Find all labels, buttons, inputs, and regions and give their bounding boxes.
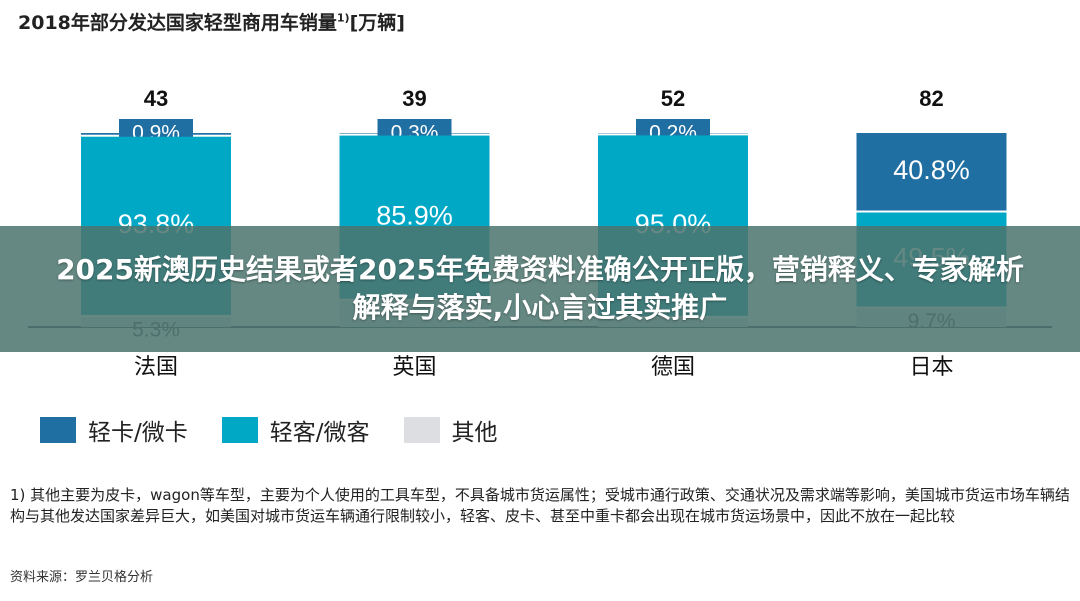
legend-label: 其他 <box>451 420 498 446</box>
legend-swatch <box>40 417 76 443</box>
category-label: 德国 <box>651 355 695 380</box>
bar-segment-1 <box>856 133 1007 211</box>
category-label: 法国 <box>134 355 178 380</box>
value-label: 85.9% <box>376 200 453 230</box>
legend-swatch <box>403 417 440 443</box>
chart-title: 2018年部分发达国家轻型商用车销量1)[万辆] <box>18 8 405 35</box>
title-unit: [万辆] <box>349 12 405 34</box>
legend-label: 轻客/微客 <box>269 420 370 446</box>
total-label: 43 <box>144 86 168 111</box>
total-label: 52 <box>661 86 685 111</box>
category-label: 英国 <box>392 355 436 380</box>
category-label: 日本 <box>909 355 953 380</box>
footnote: 1) 其他主要为皮卡，wagon等车型，主要为个人使用的工具车型，不具备城市货运… <box>10 486 1070 525</box>
total-label: 39 <box>402 86 426 111</box>
value-label: 40.8% <box>893 155 970 185</box>
legend-label: 轻卡/微卡 <box>88 420 188 446</box>
title-text: 2018年部分发达国家轻型商用车销量 <box>18 12 337 34</box>
total-label: 82 <box>919 86 943 111</box>
banner-text: 2025新澳历史结果或者2025年免费资料准确公开正版，营销释义、专家解析解释与… <box>56 253 1024 324</box>
overlay-banner[interactable]: 2025新澳历史结果或者2025年免费资料准确公开正版，营销释义、专家解析解释与… <box>0 226 1080 352</box>
legend-item-other: 其他 <box>403 413 498 447</box>
legend: 轻卡/微卡 轻客/微客 其他 <box>40 413 532 447</box>
legend-item-light-bus: 轻客/微客 <box>221 413 370 447</box>
title-superscript: 1) <box>336 11 350 25</box>
legend-swatch <box>221 417 258 443</box>
legend-item-light-truck: 轻卡/微卡 <box>40 413 188 447</box>
source-note: 资料来源：罗兰贝格分析 <box>10 570 154 585</box>
